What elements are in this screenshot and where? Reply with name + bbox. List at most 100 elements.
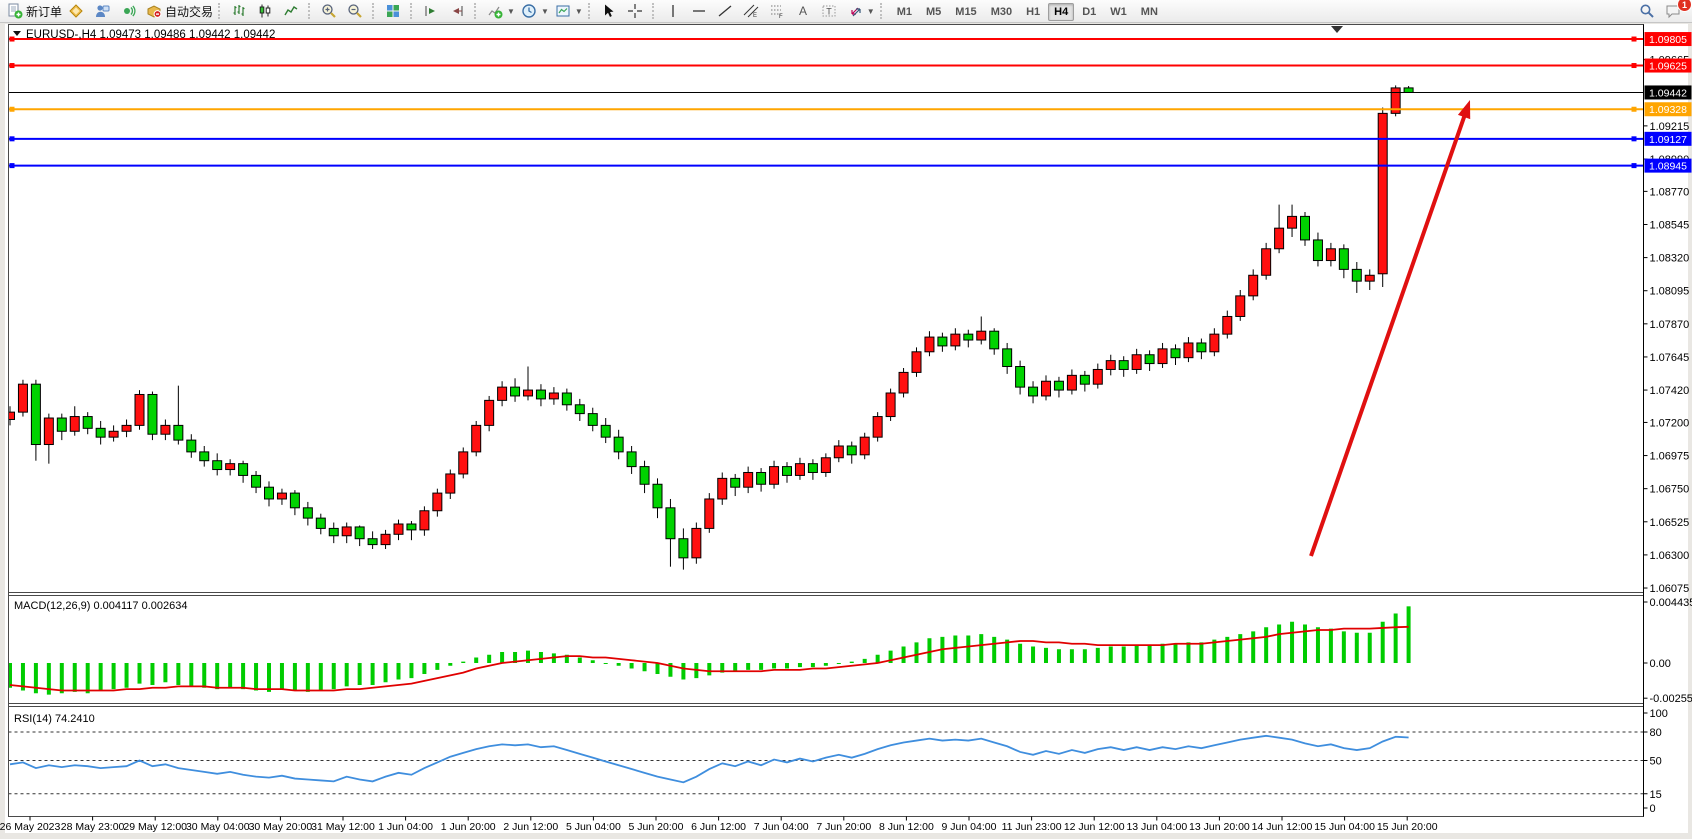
periods-button[interactable]: ▼ [518,0,552,22]
indicators-button[interactable]: ▼ [484,0,518,22]
bull-candle [691,527,702,559]
bear-candle [963,333,974,341]
macd-bar [176,663,181,686]
macd-bar [1354,632,1359,663]
hline-anchor[interactable] [1631,136,1637,142]
vertical-line-button[interactable] [662,0,688,22]
arrow-object[interactable] [1309,105,1470,557]
hline-anchor[interactable] [1631,106,1637,112]
hline-anchor[interactable] [9,106,15,112]
bull-candle [1364,274,1375,282]
bear-candle [600,424,611,438]
horizontal-line-button[interactable] [688,0,714,22]
candlestick-chart-button[interactable] [254,0,280,22]
timeframe-button-w1[interactable]: W1 [1110,6,1127,18]
symbol-dropdown-icon[interactable] [13,31,21,36]
time-tick-label: 13 Jun 20:00 [1189,821,1250,833]
bear-candle [665,507,676,540]
macd-bar [124,663,129,688]
hline-anchor[interactable] [1631,63,1637,69]
bull-candle [458,451,469,475]
time-tick-label: 2 Jun 12:00 [503,821,558,833]
timeframe-button-m30[interactable]: M30 [990,6,1013,18]
hline-anchor[interactable] [9,136,15,142]
autotrading-button[interactable]: 自动交易 [143,0,216,22]
timeframe-button-h4[interactable]: H4 [1048,3,1075,21]
zoom-out-button[interactable] [344,0,370,22]
templates-button[interactable]: ▼ [552,0,586,22]
bull-candle [1287,215,1298,229]
macd-bar [616,663,621,666]
timeframe-button-m1[interactable]: M1 [896,6,912,18]
text-label-button[interactable]: T [818,0,844,22]
chart-shift-button[interactable] [446,0,472,22]
crosshair-icon [627,4,642,18]
horizontal-line-icon [692,10,705,12]
hline-anchor[interactable] [1631,163,1637,169]
hline-anchor[interactable] [1631,36,1637,42]
crosshair-button[interactable] [624,0,650,22]
macd-bar [1160,643,1165,663]
timeframe-button-h1[interactable]: H1 [1026,6,1041,18]
price-scale[interactable]: 1.096651.092151.089901.087701.085451.083… [1643,24,1692,817]
chat-button[interactable]: 1 [1662,0,1692,22]
bull-candle [1274,227,1285,250]
bull-candle [17,383,28,413]
tile-windows-button[interactable] [382,0,408,22]
time-tick-label: 7 Jun 04:00 [754,821,809,833]
bull-candle [872,416,883,438]
timeframe-button-m15[interactable]: M15 [955,6,977,18]
macd-bar [461,661,466,663]
bar-chart-button[interactable] [228,0,254,22]
price-tick-label: 1.09215 [1650,121,1690,133]
toolbar-separator [410,3,416,19]
bear-candle [1002,348,1013,368]
toolbar-separator [474,3,480,19]
macd-bar [111,663,116,690]
macd-bar [979,634,984,663]
chart-shift-marker[interactable] [1331,26,1343,33]
equidistant-channel-button[interactable]: E [740,0,766,22]
macd-bar [992,636,997,663]
metaeditor-button[interactable] [65,0,91,22]
macd-bar [810,663,815,668]
trendline-button[interactable] [714,0,740,22]
macd-bar [707,663,712,676]
macd-bar [759,663,764,670]
fibonacci-button[interactable]: F [766,0,792,22]
bull-candle [743,471,754,488]
arrow-head[interactable] [1457,100,1471,120]
bull-candle [1209,333,1220,353]
zoom-in-button[interactable] [318,0,344,22]
arrows-button[interactable]: ▼ [844,0,878,22]
equidistant-channel-icon: E [743,4,759,19]
macd-bar [448,663,453,666]
search-button[interactable] [1636,0,1662,22]
terminal-button[interactable] [91,0,117,22]
text-icon: A [799,4,807,18]
timeframe-button-d1[interactable]: D1 [1082,6,1097,18]
bull-candle [1131,354,1142,370]
macd-bar [370,663,375,686]
macd-label: MACD(12,26,9) 0.004117 0.002634 [14,600,187,612]
text-button[interactable]: A [792,0,818,22]
hline-anchor[interactable] [9,36,15,42]
cursor-button[interactable] [598,0,624,22]
macd-bar [797,663,802,668]
line-chart-button[interactable] [280,0,306,22]
bull-candle [380,533,391,546]
new-order-button[interactable]: 新订单 [4,0,65,22]
price-tick-label: 1.08320 [1650,253,1690,265]
bear-candle [82,416,93,429]
timeframe-button-m5[interactable]: M5 [926,6,942,18]
auto-scroll-button[interactable] [420,0,446,22]
alerts-button[interactable] [117,0,143,22]
hline-anchor[interactable] [9,63,15,69]
timeframe-button-mn[interactable]: MN [1140,6,1158,18]
bear-candle [147,393,158,435]
hline-anchor[interactable] [9,163,15,169]
sound-icon [124,5,136,17]
time-tick-label: 12 Jun 12:00 [1064,821,1125,833]
